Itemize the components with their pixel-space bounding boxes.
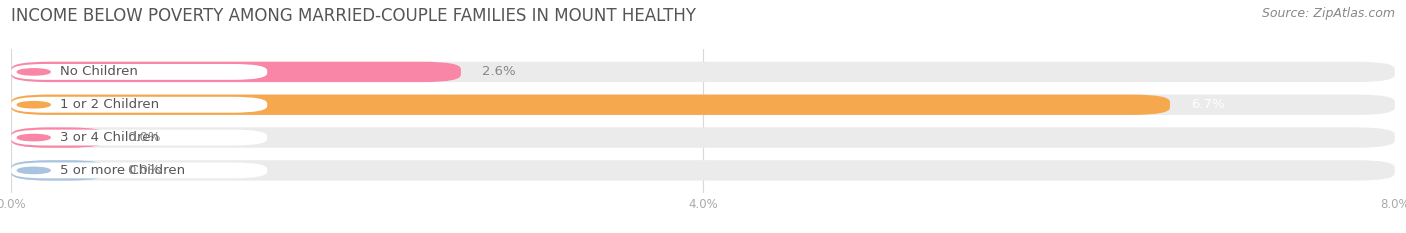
FancyBboxPatch shape [11, 127, 1395, 148]
Circle shape [17, 102, 51, 108]
Text: 0.0%: 0.0% [127, 131, 160, 144]
FancyBboxPatch shape [11, 95, 1395, 115]
Circle shape [17, 69, 51, 75]
FancyBboxPatch shape [11, 160, 1395, 181]
Text: No Children: No Children [59, 65, 138, 79]
FancyBboxPatch shape [11, 62, 461, 82]
Text: Source: ZipAtlas.com: Source: ZipAtlas.com [1261, 7, 1395, 20]
Text: 2.6%: 2.6% [482, 65, 515, 79]
Circle shape [17, 167, 51, 174]
Circle shape [17, 134, 51, 141]
FancyBboxPatch shape [11, 127, 107, 148]
FancyBboxPatch shape [11, 97, 267, 113]
FancyBboxPatch shape [11, 62, 1395, 82]
Text: 6.7%: 6.7% [1191, 98, 1225, 111]
Text: 5 or more Children: 5 or more Children [59, 164, 184, 177]
FancyBboxPatch shape [11, 130, 267, 146]
Text: 1 or 2 Children: 1 or 2 Children [59, 98, 159, 111]
FancyBboxPatch shape [11, 160, 107, 181]
FancyBboxPatch shape [11, 162, 267, 178]
FancyBboxPatch shape [11, 64, 267, 80]
Text: 3 or 4 Children: 3 or 4 Children [59, 131, 159, 144]
Text: 0.0%: 0.0% [127, 164, 160, 177]
FancyBboxPatch shape [11, 95, 1170, 115]
Text: INCOME BELOW POVERTY AMONG MARRIED-COUPLE FAMILIES IN MOUNT HEALTHY: INCOME BELOW POVERTY AMONG MARRIED-COUPL… [11, 7, 696, 25]
